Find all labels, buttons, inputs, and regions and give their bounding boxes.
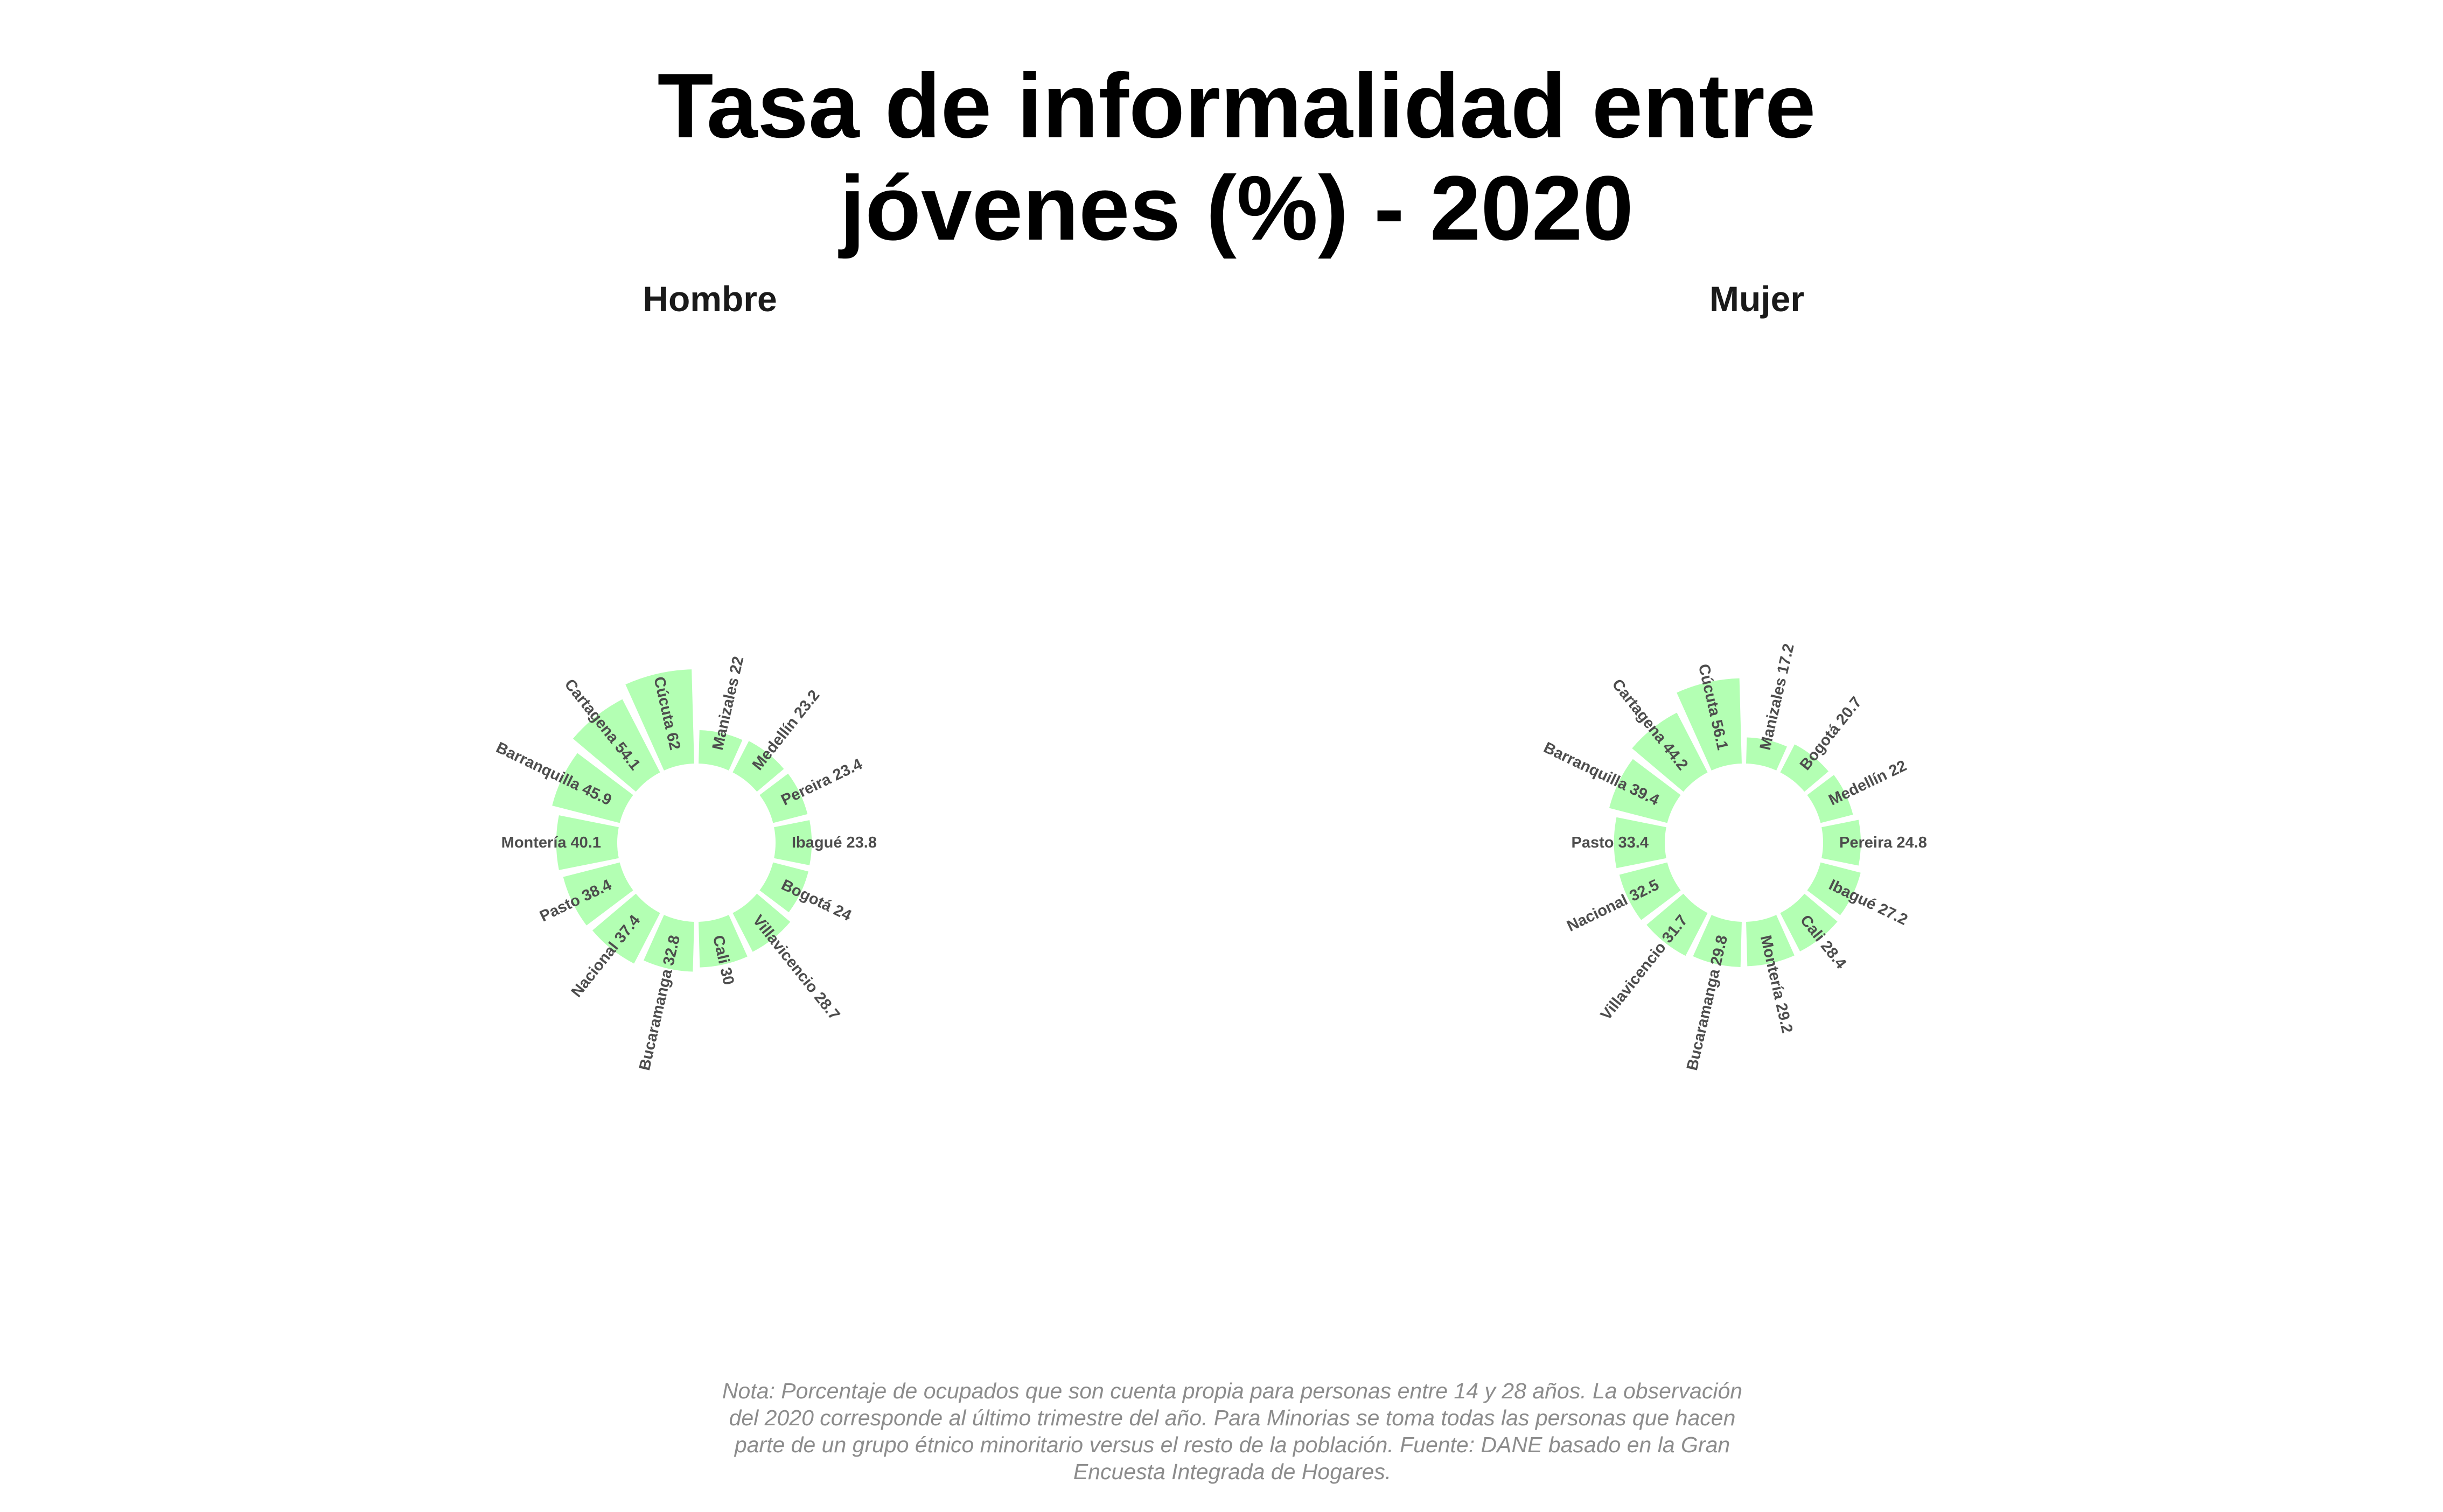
bar-hombre-nacional: [592, 893, 660, 964]
bar-label-mujer-pasto: Pasto 33.4: [1572, 834, 1649, 851]
bar-mujer-barranquilla: [1609, 759, 1681, 823]
bar-hombre-villavicencio: [732, 893, 791, 952]
bar-mujer-manizales: [1746, 737, 1787, 771]
bar-hombre-cartagena: [573, 699, 660, 792]
caption-line-1: Nota: Porcentaje de ocupados que son cue…: [722, 1378, 1742, 1403]
bar-mujer-cartagena: [1632, 712, 1708, 792]
bar-mujer-pereira: [1821, 820, 1861, 866]
bar-hombre-cucuta: [625, 669, 694, 771]
bar-label-mujer-bogota: Bogotá 20.7: [1797, 694, 1866, 773]
bar-label-hombre-ibague: Ibagué 23.8: [792, 834, 877, 851]
bar-mujer-medellin: [1807, 775, 1853, 823]
facet-title-hombre: Hombre: [643, 279, 777, 319]
bar-mujer-cali: [1780, 893, 1838, 951]
bar-mujer-pasto: [1614, 817, 1666, 869]
bar-label-mujer-pereira: Pereira 24.8: [1839, 834, 1927, 851]
bar-mujer-ibague: [1807, 862, 1861, 915]
bar-hombre-ibague: [774, 820, 812, 865]
caption-line-2: del 2020 corresponde al último trimestre…: [729, 1405, 1736, 1430]
bar-hombre-pasto: [563, 862, 633, 926]
bar-hombre-manizales: [699, 730, 743, 771]
bar-hombre-barranquilla: [552, 753, 633, 823]
bar-hombre-monteria: [556, 815, 619, 870]
bar-mujer-monteria: [1746, 915, 1795, 967]
bar-hombre-bogota: [759, 862, 808, 913]
bar-mujer-bogota: [1780, 744, 1829, 792]
bar-label-hombre-manizales: Manizales 22: [709, 655, 748, 752]
caption-line-4: Encuesta Integrada de Hogares.: [1073, 1459, 1391, 1484]
bar-mujer-nacional: [1619, 862, 1681, 920]
chart-title-line-1: Tasa de informalidad entre: [658, 55, 1816, 157]
bar-label-mujer-manizales: Manizales 17.2: [1757, 642, 1798, 752]
bar-mujer-villavicencio: [1646, 893, 1708, 956]
facet-title-mujer: Mujer: [1709, 279, 1804, 319]
caption-line-3: parte de un grupo étnico minoritario ver…: [734, 1432, 1730, 1457]
bar-mujer-bucaramanga: [1693, 915, 1742, 968]
bar-hombre-bucaramanga: [644, 915, 694, 972]
bar-label-hombre-monteria: Montería 40.1: [501, 834, 601, 851]
bar-hombre-pereira: [759, 773, 808, 823]
bar-hombre-medellin: [732, 741, 784, 792]
bar-label-mujer-villavicencio: Villavicencio 31.7: [1597, 912, 1691, 1023]
bar-label-hombre-villavicencio: Villavicencio 28.7: [749, 912, 843, 1023]
bar-mujer-cucuta: [1677, 678, 1742, 771]
bar-hombre-cali: [699, 915, 748, 968]
chart-title-line-2: jóvenes (%) - 2020: [838, 157, 1634, 260]
bar-label-hombre-medellin: Medellín 23.2: [749, 687, 823, 774]
